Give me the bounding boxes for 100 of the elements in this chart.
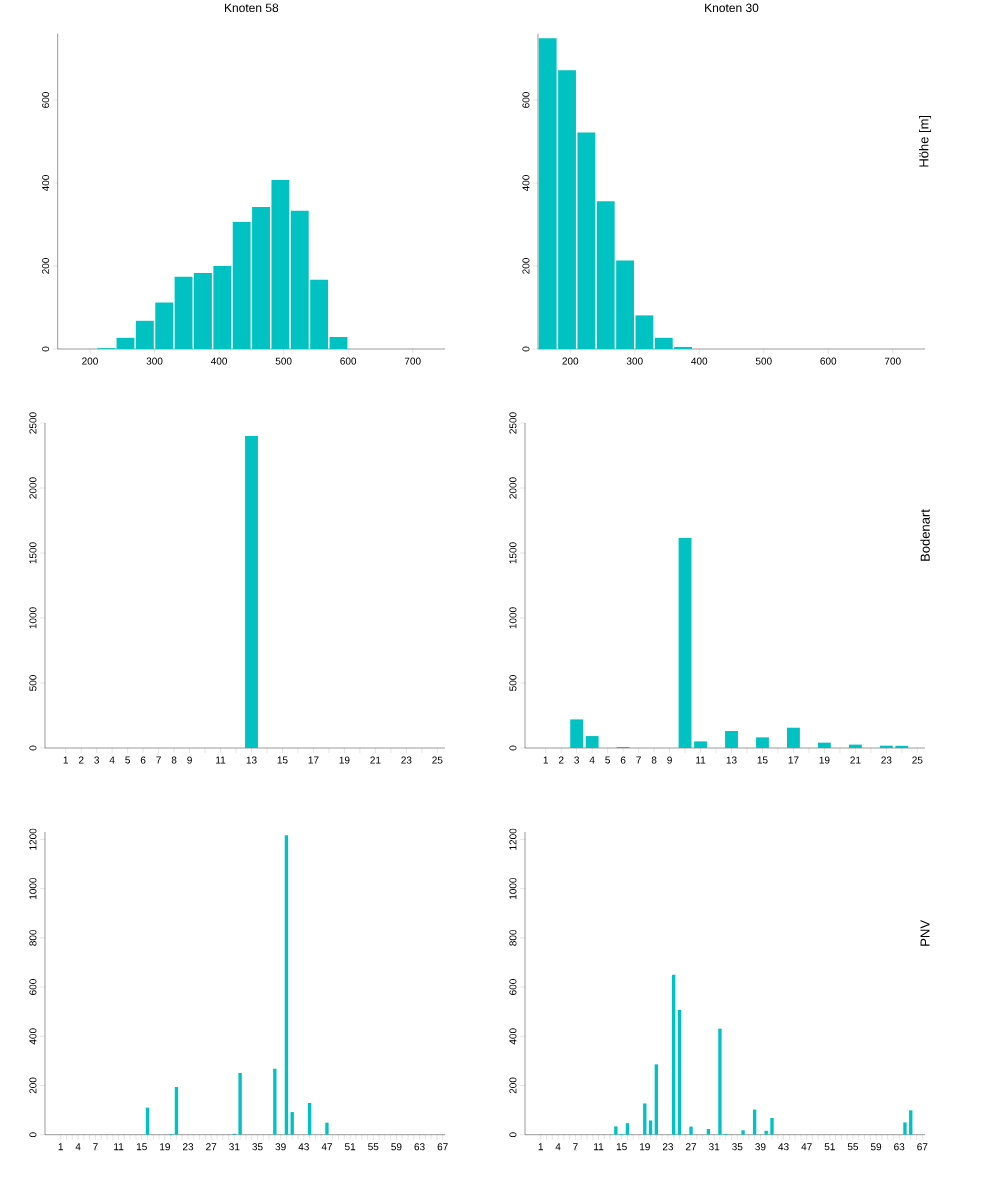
x-tick-label: 600 <box>340 357 357 365</box>
y-tick-label: 1000 <box>509 877 517 899</box>
x-tick-label: 8 <box>651 756 657 764</box>
bar <box>678 538 692 749</box>
y-tick-label: 600 <box>509 979 517 995</box>
x-tick-label: 1 <box>63 756 68 764</box>
x-tick-label: 4 <box>589 756 595 764</box>
y-tick-label: 2500 <box>29 412 37 434</box>
x-tick-label: 9 <box>187 756 192 764</box>
bar <box>174 1086 179 1135</box>
x-tick-label: 19 <box>819 756 830 764</box>
x-tick-label: 31 <box>708 1143 720 1151</box>
bar <box>654 1064 659 1135</box>
x-tick-label: 27 <box>206 1143 217 1151</box>
y2-axis-title: Höhe [m] <box>918 115 932 167</box>
x-tick-label: 7 <box>156 756 161 764</box>
y-tick-label: 0 <box>42 346 50 352</box>
y-tick-label: 200 <box>522 258 530 274</box>
x-tick-label: 5 <box>605 756 610 764</box>
bar <box>787 727 800 749</box>
bar <box>625 1123 630 1135</box>
x-tick-label: 59 <box>870 1143 882 1151</box>
x-tick-label: 7 <box>573 1143 578 1151</box>
y-tick-label: 1200 <box>29 828 37 850</box>
y-tick-label: 1500 <box>29 542 37 564</box>
x-tick-label: 13 <box>246 756 257 764</box>
y-tick-label: 500 <box>29 675 37 691</box>
x-tick-label: 51 <box>824 1143 835 1151</box>
y-tick-label: 1200 <box>509 828 517 850</box>
y-tick-label: 0 <box>29 1132 37 1138</box>
x-tick-label: 500 <box>755 357 772 365</box>
x-tick-label: 8 <box>171 756 177 764</box>
x-tick-label: 35 <box>252 1143 263 1151</box>
x-tick-label: 39 <box>755 1143 766 1151</box>
bar <box>725 730 738 749</box>
x-tick-label: 19 <box>639 1143 650 1151</box>
x-tick-label: 4 <box>109 756 115 764</box>
y-tick-label: 800 <box>29 929 37 946</box>
bar <box>648 1120 653 1135</box>
bar <box>848 744 862 749</box>
x-tick-label: 27 <box>685 1143 697 1151</box>
x-tick-label: 19 <box>339 756 350 764</box>
x-tick-label: 6 <box>620 756 626 764</box>
x-tick-label: 21 <box>370 756 381 764</box>
bar <box>909 1110 913 1135</box>
x-tick-label: 23 <box>881 756 892 764</box>
x-tick-label: 43 <box>298 1143 309 1151</box>
x-tick-label: 55 <box>847 1143 859 1151</box>
y-tick-label: 0 <box>509 1132 517 1138</box>
y-tick-label: 0 <box>29 745 37 751</box>
x-tick-label: 5 <box>125 756 130 764</box>
x-tick-label: 200 <box>82 357 98 365</box>
x-tick-label: 3 <box>94 756 100 764</box>
y-tick-label: 0 <box>509 745 517 751</box>
x-tick-label: 63 <box>414 1143 425 1151</box>
x-tick-label: 13 <box>726 756 737 764</box>
x-tick-label: 4 <box>75 1143 81 1151</box>
y-tick-label: 400 <box>509 1028 517 1045</box>
bar <box>718 1028 722 1135</box>
y-tick-label: 2500 <box>509 412 517 434</box>
x-tick-label: 21 <box>850 756 861 764</box>
bar <box>817 742 831 749</box>
x-tick-label: 15 <box>757 756 768 764</box>
x-tick-label: 47 <box>321 1143 333 1151</box>
y-tick-label: 400 <box>29 1028 37 1045</box>
chart-title: Knoten 30 <box>705 3 759 13</box>
y-tick-label: 0 <box>522 346 530 352</box>
chart-title: Knoten 58 <box>224 3 279 13</box>
x-tick-label: 2 <box>78 756 84 764</box>
x-tick-label: 47 <box>801 1143 812 1151</box>
x-tick-label: 59 <box>391 1143 402 1151</box>
y-tick-label: 1000 <box>29 607 37 629</box>
x-tick-label: 11 <box>216 756 226 764</box>
bar <box>325 1122 329 1135</box>
x-tick-label: 67 <box>917 1143 928 1151</box>
y-tick-label: 2000 <box>509 477 517 499</box>
x-tick-label: 35 <box>732 1143 743 1151</box>
x-tick-label: 17 <box>788 756 799 764</box>
bar <box>307 1102 312 1135</box>
x-tick-label: 700 <box>404 357 421 365</box>
x-tick-label: 31 <box>229 1143 240 1151</box>
x-tick-label: 1 <box>58 1143 63 1151</box>
bar <box>764 1130 768 1135</box>
bar <box>770 1117 774 1135</box>
y2-axis-title: Bodenart <box>920 509 930 561</box>
x-tick-label: 51 <box>344 1143 356 1151</box>
x-tick-label: 7 <box>93 1143 98 1151</box>
y-tick-label: 1000 <box>29 877 37 899</box>
bar <box>273 1068 277 1135</box>
x-tick-label: 11 <box>114 1143 124 1151</box>
bar <box>238 1072 242 1135</box>
x-tick-label: 63 <box>894 1143 905 1151</box>
bar <box>585 736 599 749</box>
bar <box>677 1009 682 1135</box>
y-tick-label: 400 <box>42 175 50 192</box>
x-tick-label: 400 <box>691 357 708 365</box>
x-tick-label: 9 <box>667 756 672 764</box>
x-tick-label: 3 <box>574 756 580 764</box>
x-tick-label: 200 <box>562 357 579 365</box>
x-tick-label: 15 <box>136 1143 147 1151</box>
